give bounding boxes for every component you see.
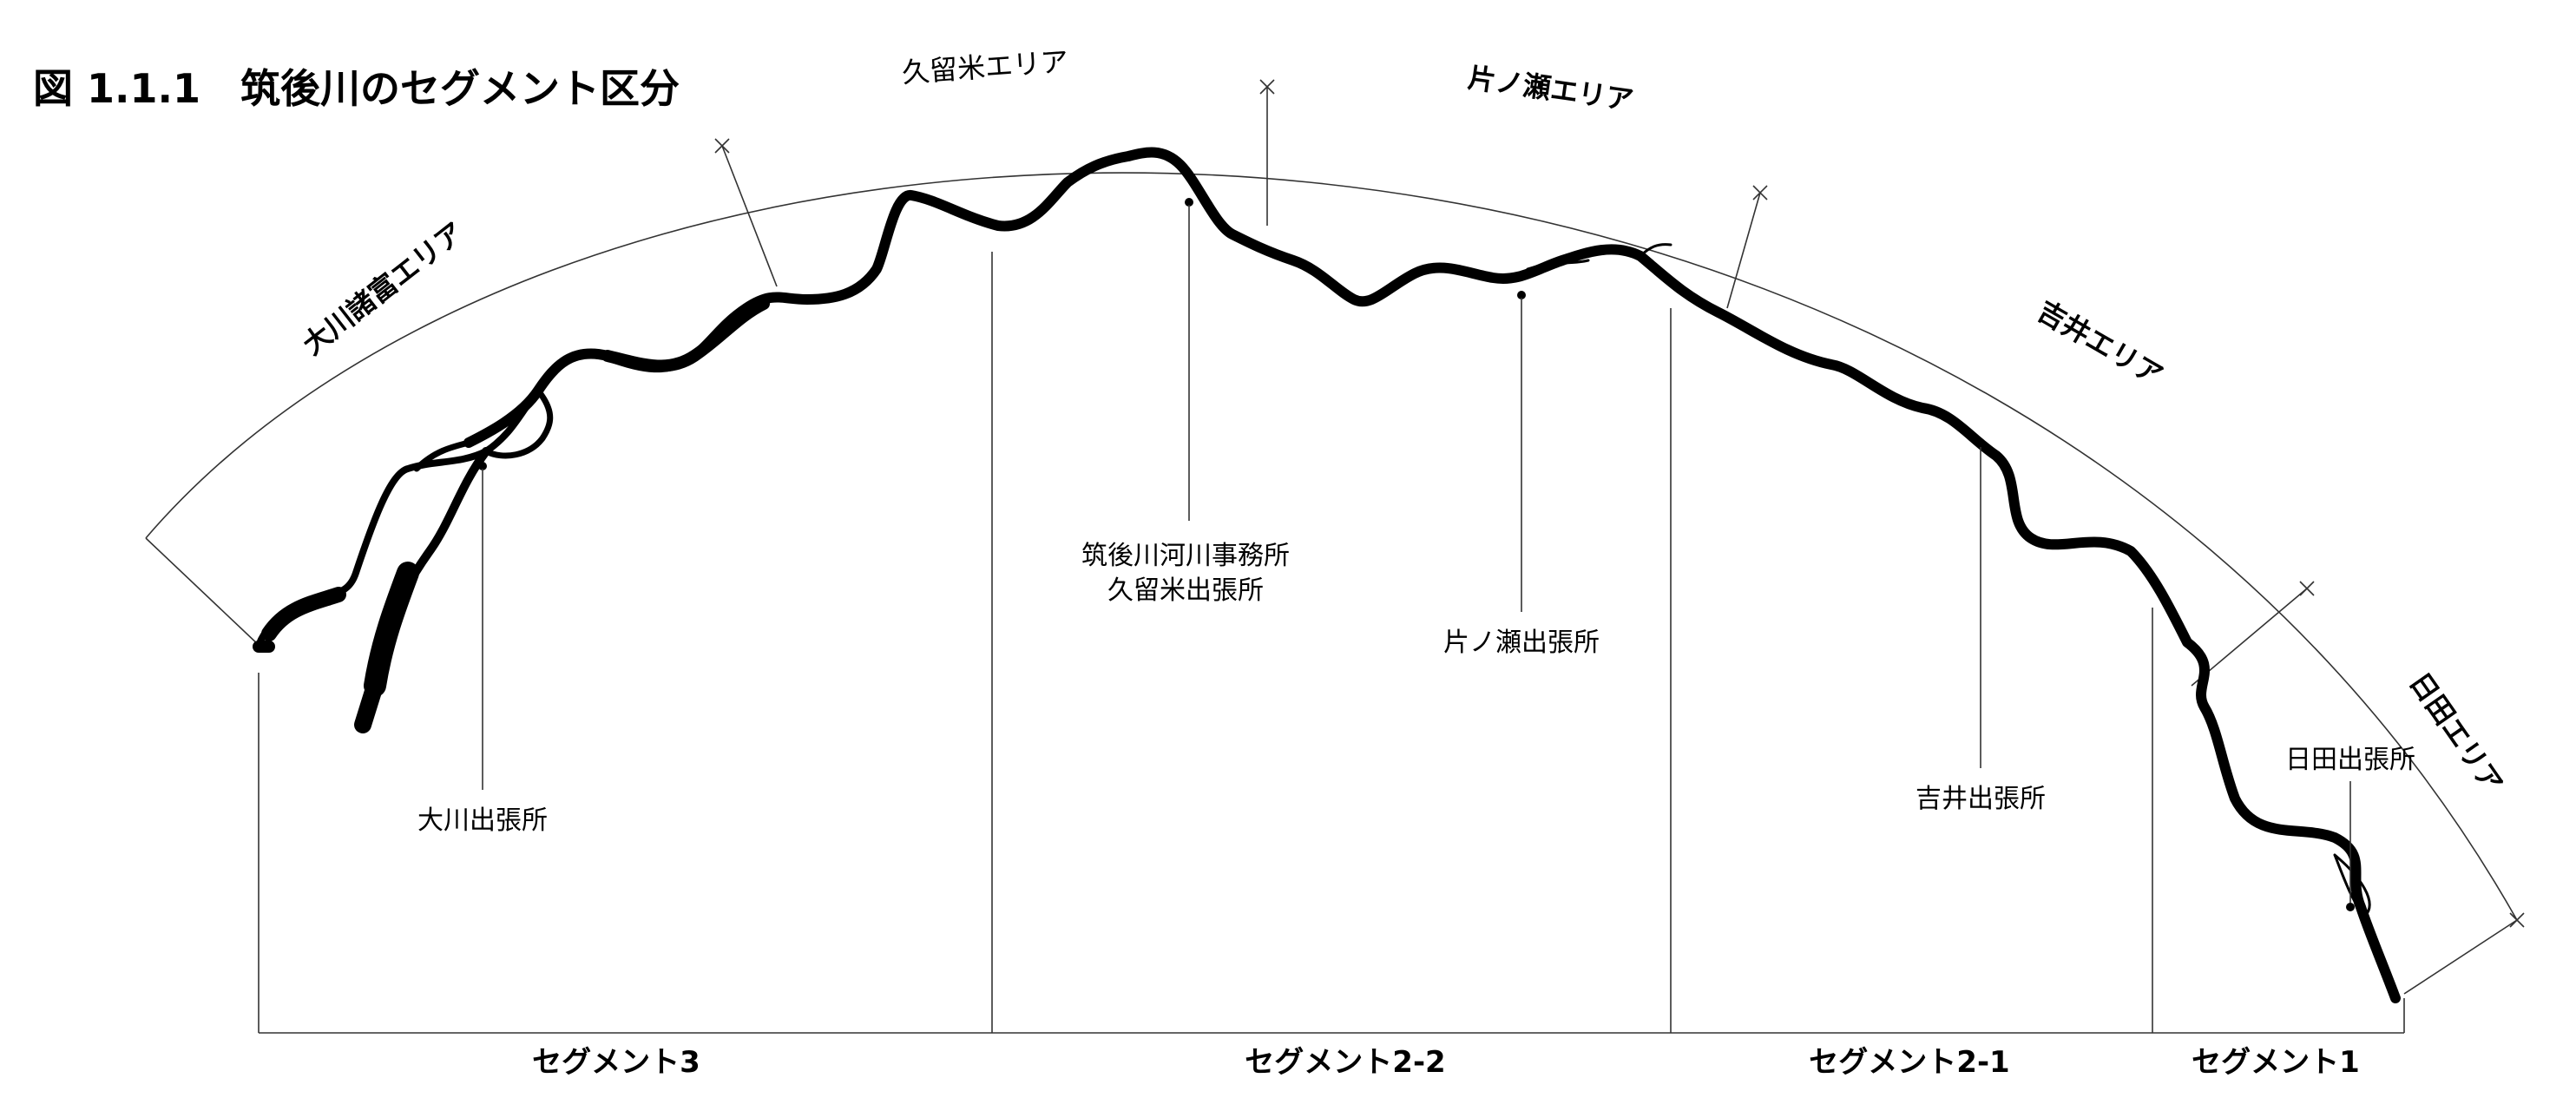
- office-katanose-marker: [1517, 291, 1526, 612]
- office-label-ookawa: 大川出張所: [417, 805, 548, 836]
- chikugo-river: [253, 147, 2401, 1003]
- office-label-kurume-1: 筑後川河川事務所: [1081, 541, 1290, 571]
- segment-label-3: セグメント3: [532, 1045, 700, 1080]
- area-label-kurume: 久留米エリア: [901, 45, 1069, 89]
- figure-title: 図 1.1.1 筑後川のセグメント区分: [33, 65, 680, 112]
- office-yoshii-marker: [1976, 440, 1985, 768]
- area-label-hita: 日田エリア: [2402, 667, 2509, 799]
- area-boundary-1: [721, 145, 778, 287]
- area-label-ookawa-morodomi: 大川諸富エリア: [297, 215, 470, 361]
- office-hita-marker: [2346, 781, 2355, 911]
- office-label-katanose: 片ノ瀬出張所: [1443, 628, 1600, 658]
- office-ookawa-marker: [478, 462, 487, 790]
- segment-label-2-2: セグメント2-2: [1245, 1045, 1445, 1080]
- segment-bracket: [258, 252, 2405, 1034]
- office-label-hita: 日田出張所: [2285, 745, 2415, 775]
- area-boundary-4: [2191, 588, 2308, 687]
- segment-label-1: セグメント1: [2192, 1045, 2360, 1080]
- area-boundary-3: [1726, 192, 1761, 309]
- area-boundary-left: [145, 537, 261, 648]
- segment-label-2-1: セグメント2-1: [1809, 1045, 2009, 1080]
- area-boundary-right: [2403, 919, 2518, 995]
- area-arc: [145, 172, 2518, 921]
- area-label-katanose: 片ノ瀬エリア: [1466, 61, 1635, 116]
- office-label-kurume-2: 久留米出張所: [1107, 575, 1264, 606]
- office-kurume-marker: [1185, 198, 1193, 521]
- office-label-yoshii: 吉井出張所: [1916, 784, 2046, 814]
- area-label-yoshii: 吉井エリア: [2032, 294, 2169, 392]
- arc-markers: [714, 79, 2525, 928]
